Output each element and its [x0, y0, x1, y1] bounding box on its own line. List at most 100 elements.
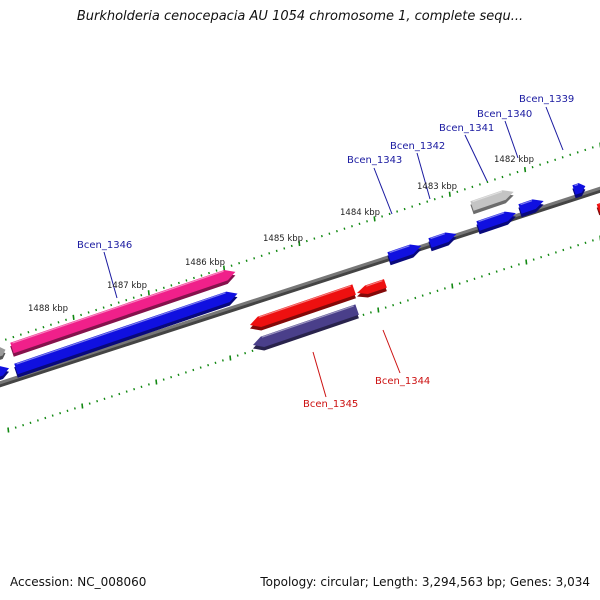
gene-label[interactable]: Bcen_1343 [347, 155, 402, 166]
tick-minor [59, 411, 62, 415]
gene-arrow-bcen-1339[interactable] [572, 183, 586, 199]
gene-body [0, 366, 10, 377]
tick-minor [443, 287, 446, 290]
gene-label[interactable]: Bcen_1342 [390, 141, 445, 152]
gene-label[interactable]: Bcen_1339 [519, 94, 574, 105]
labels: 1482 kbp 1483 kbp 1484 kbp 1485 kbp 1486… [28, 94, 574, 410]
tick-minor [192, 276, 195, 280]
tick-minor [34, 328, 37, 331]
gene-arrow-gray-partial[interactable] [0, 347, 6, 361]
tick-minor [503, 267, 506, 271]
tick-minor [584, 241, 587, 245]
tick-minor [44, 416, 47, 420]
tick-minor [433, 197, 436, 201]
gene-body [476, 211, 516, 231]
tick-minor [87, 311, 90, 314]
gene-body [387, 244, 422, 262]
tick-major [523, 167, 527, 173]
tick-minor [411, 205, 414, 208]
gene-arrows [0, 183, 600, 382]
tick-minor [584, 148, 587, 152]
tick-minor [546, 161, 549, 164]
tick-minor [102, 306, 105, 309]
tick-minor [140, 294, 143, 297]
gene-label[interactable]: Bcen_1340 [477, 109, 532, 120]
gene-arrow-bcen-1346[interactable] [14, 291, 238, 378]
tick-minor [486, 180, 489, 184]
leader-line [373, 167, 393, 215]
tick-minor [388, 212, 391, 216]
tick-minor [510, 265, 513, 269]
tick-minor [501, 175, 504, 179]
gene-arrow-bcen-1340[interactable] [518, 199, 544, 218]
gene-arrow-bcen-1344a[interactable] [250, 284, 356, 331]
tick-minor [532, 258, 535, 261]
tick-minor [245, 259, 248, 262]
gene-label[interactable]: Bcen_1345 [303, 399, 358, 410]
tick-minor [236, 354, 239, 357]
scale-label: 1484 kbp [340, 208, 380, 218]
gene-label[interactable]: Bcen_1341 [439, 123, 494, 134]
tick-minor [561, 156, 564, 159]
map-title: Burkholderia cenocepacia AU 1054 chromos… [76, 9, 524, 24]
tick-minor [473, 277, 476, 281]
tick-minor [466, 279, 469, 283]
tick-minor [132, 296, 135, 299]
scale-label: 1482 kbp [494, 155, 534, 165]
tick-minor [547, 253, 550, 257]
tick-major [451, 283, 454, 289]
gene-arrow-bcen-1343[interactable] [387, 244, 422, 266]
tick-minor [251, 349, 254, 353]
tick-minor [51, 414, 54, 417]
tick-minor [192, 368, 195, 372]
gene-arrow-bcen-1345[interactable] [253, 304, 359, 351]
tick-minor [244, 351, 247, 355]
tick-minor [539, 163, 542, 166]
tick-minor [4, 338, 7, 341]
gene-arrow-bcen-1341[interactable] [476, 211, 516, 235]
gene-body [428, 232, 457, 248]
tick-minor [36, 419, 39, 422]
leader-line [504, 120, 519, 159]
tick-minor [399, 301, 402, 305]
tick-minor [343, 227, 346, 230]
tick-minor [275, 249, 278, 253]
tick-minor [155, 289, 158, 292]
gene-arrow-partial[interactable] [0, 366, 10, 382]
gene-highlight [478, 212, 505, 223]
tick-minor [125, 298, 128, 302]
tick-minor [384, 306, 387, 309]
tick-minor [66, 409, 69, 413]
tick-minor [207, 363, 210, 367]
tick-major [222, 265, 226, 271]
gene-body [470, 190, 514, 211]
gene-body [596, 203, 600, 212]
gene-label[interactable]: Bcen_1344 [375, 376, 430, 387]
gene-highlight [520, 200, 533, 206]
gene-highlight [258, 285, 351, 318]
gene-arrow-gray[interactable] [470, 190, 514, 215]
gene-highlight [389, 245, 410, 254]
gene-arrow-bcen-1342[interactable] [428, 232, 457, 252]
gene-arrow-bcen-1344[interactable] [357, 279, 387, 298]
tick-minor [577, 243, 580, 247]
gene-highlight [366, 280, 383, 287]
leader-line [416, 152, 431, 200]
gene-body [250, 284, 356, 327]
tick-minor [215, 269, 218, 272]
tick-minor [495, 270, 498, 273]
gene-arrow-pink[interactable] [10, 269, 236, 357]
tick-major [155, 379, 158, 385]
gene-label[interactable]: Bcen_1346 [77, 240, 132, 251]
tick-minor [260, 254, 263, 258]
tick-minor [517, 263, 520, 266]
tick-minor [177, 281, 180, 285]
scale-label: 1488 kbp [28, 304, 68, 314]
tick-minor [110, 395, 113, 398]
tick-minor [50, 323, 52, 326]
tick-minor [29, 421, 32, 425]
gene-arrow-edge[interactable] [596, 203, 600, 216]
tick-major [448, 191, 451, 197]
tick-minor [12, 335, 15, 339]
